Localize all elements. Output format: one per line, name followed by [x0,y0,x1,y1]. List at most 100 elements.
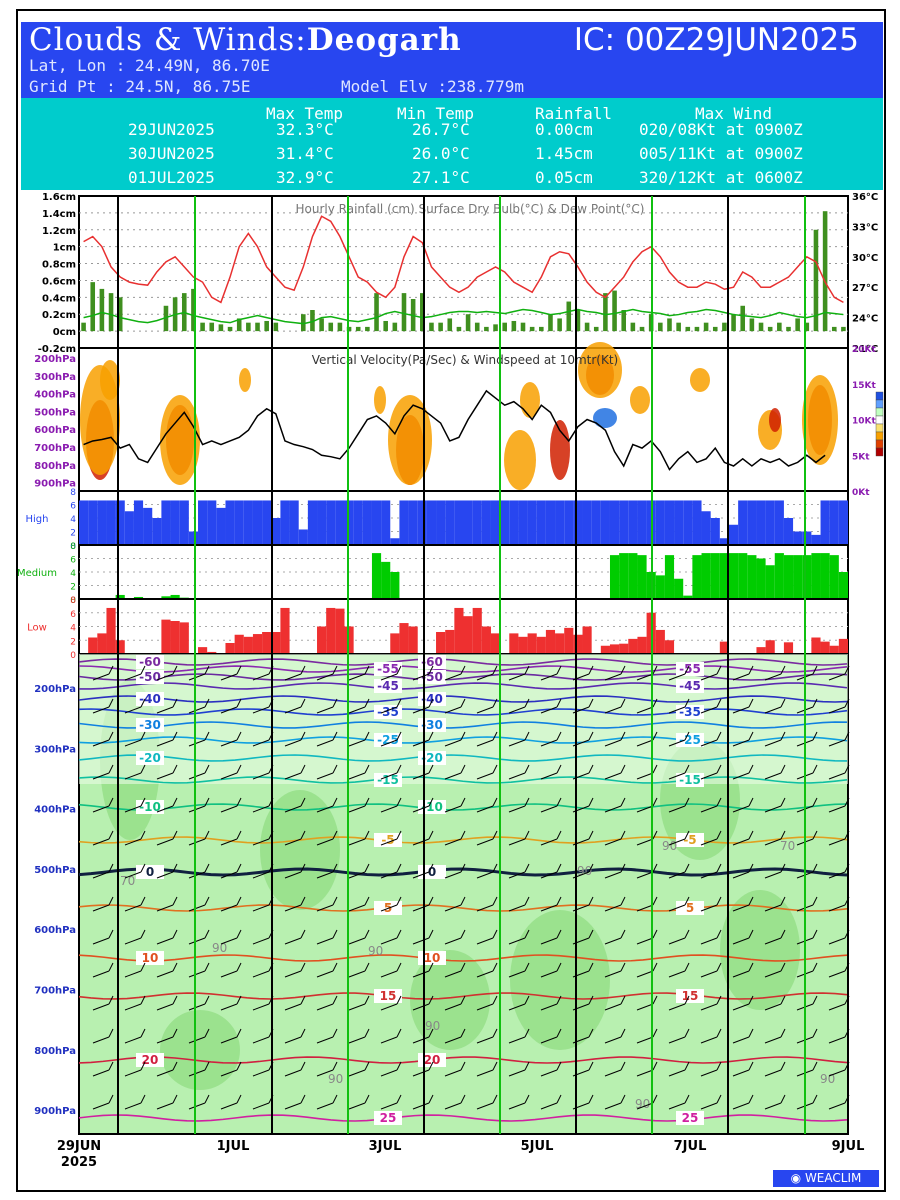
wind-barb [492,863,498,873]
cloud-bar [728,553,739,599]
cloud-bar [747,500,757,545]
cloud-bar [637,555,647,599]
wind-barb [396,1094,402,1104]
wind-barb [508,772,526,780]
wind-barb [92,937,110,945]
weaclim-logo: ◉ WEACLIM [773,1170,879,1187]
wind-barb [284,706,302,714]
wind-barb [316,1003,334,1011]
rain-bar [401,293,407,332]
cloud-bar [216,507,226,545]
isotherm-line [78,1056,848,1064]
wind-barb [204,896,210,906]
rain-bar [209,322,215,332]
rh-label: 70 [780,839,795,853]
cloud-bar [390,633,400,654]
wind-barb [412,772,430,780]
wind-barb [636,937,654,945]
wind-barb [252,739,270,747]
wind-barb [604,805,622,813]
row-min: 27.1°C [412,168,470,187]
rain-bar [685,326,691,332]
wind-barb [124,871,142,879]
wind-barb [684,929,690,939]
wind-barb [92,838,110,846]
wind-barb [732,772,750,780]
isotherm-label-bg [374,679,402,693]
cloud-bar [445,629,455,654]
wind-barb [380,937,398,945]
row-min: 26.0°C [412,144,470,163]
wind-barb [540,805,558,813]
wind-barb [508,739,526,747]
velocity-contour [239,368,251,392]
wind-barb [748,665,754,675]
velocity-contour [100,360,120,400]
wind-barb [636,1036,654,1044]
wind-barb [140,665,146,675]
wind-barb [748,1094,754,1104]
tick-label: 200hPa [34,684,76,695]
wind-barb [396,830,402,840]
wind-barb [540,970,558,978]
wind-barb [124,673,142,681]
wind-barb [636,1069,654,1077]
rh-shade [79,654,848,784]
cloud-bar [820,553,830,599]
isotherm-line [78,682,848,690]
wind-barb [460,764,466,774]
wind-barb [684,665,690,675]
rain-bar [557,318,562,332]
wind-barb [188,673,206,681]
wind-barb [220,838,238,846]
wind-barb [396,929,402,939]
cloud-bar [609,644,620,654]
wind-barb [204,1094,210,1104]
wind-barb [396,698,402,708]
wind-barb [460,863,466,873]
wind-barb [428,1028,434,1038]
rain-bar [731,314,736,332]
wind-barb [236,1028,242,1038]
wind-barb [140,698,146,708]
wind-barb [156,1003,174,1011]
velocity-contour [550,420,570,480]
wind-barb [172,1028,178,1038]
tick-label: 8 [70,542,76,552]
tick-label: 500hPa [34,407,76,418]
wind-barb [220,871,238,879]
wind-barb [540,673,558,681]
isotherm-label: -60 [421,655,443,669]
panel-label: High [26,514,49,525]
wind-barb [668,1069,686,1077]
wind-barb [780,731,786,741]
cloud-bar [600,645,610,654]
cloud-bar [225,500,235,545]
medium-cloud-panel: 8 6 4 2 0 Medium [17,542,849,606]
wind-barb [748,1061,754,1071]
rain-bar [749,318,755,332]
row-date: 30JUN2025 [128,144,215,163]
wind-barb [188,1036,206,1044]
wind-barb [812,1094,818,1104]
wind-barb [604,706,622,714]
rain-bar [227,326,233,332]
rain-bar [392,322,398,332]
wind-barb [588,962,594,972]
wind-barb [140,830,146,840]
wind-barb [316,904,334,912]
low-cloud-panel: 8 6 4 2 0 Low [27,596,849,661]
wind-barb [348,871,366,879]
rain-bar [383,320,388,332]
wind-barb [812,995,818,1005]
wind-barb [604,673,622,681]
wind-barb [332,896,338,906]
rain-bar [529,326,535,332]
rain-bar [777,322,782,332]
cloud-bar [564,500,574,545]
cloud-bar [179,500,189,545]
wind-barb [620,698,626,708]
wind-barb [556,830,562,840]
wind-barb [636,1102,654,1110]
rain-bar [310,310,315,332]
